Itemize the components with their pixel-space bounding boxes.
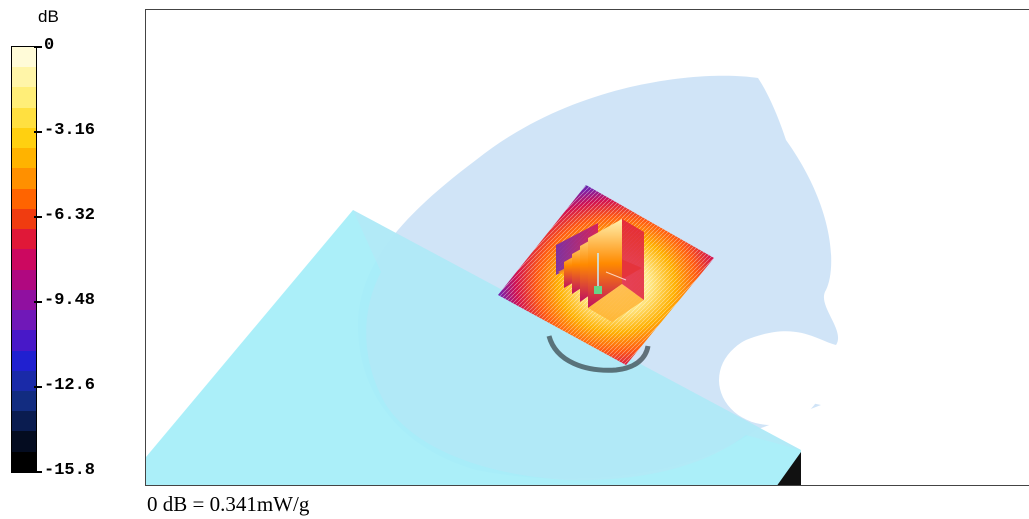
legend-tick-label: 0	[44, 36, 55, 55]
color-scale-segment	[12, 370, 36, 391]
legend-unit-label: dB	[38, 7, 59, 26]
color-scale-segment	[12, 451, 36, 472]
sar-plot-area	[145, 9, 1029, 486]
color-scale-segment	[12, 289, 36, 311]
color-scale-segment	[12, 67, 36, 88]
color-scale-segment	[12, 390, 36, 412]
legend-tick-label: -3.16	[44, 121, 96, 140]
color-scale-segment	[12, 107, 36, 128]
legend-tick-mark	[34, 471, 42, 473]
legend-tick-label: -6.32	[44, 206, 96, 225]
zoom-scan-cube	[556, 219, 644, 322]
color-scale-segment	[12, 411, 36, 432]
legend-tick-label: -12.6	[44, 376, 96, 395]
color-scale-segment	[12, 208, 36, 230]
color-scale-segment	[12, 188, 36, 209]
overlap-region	[353, 210, 801, 481]
legend-tick-mark	[34, 131, 42, 133]
legend-tick-mark	[34, 386, 42, 388]
color-scale-segment	[12, 127, 36, 149]
reference-value-note: 0 dB = 0.341mW/g	[147, 492, 310, 516]
color-scale-segment	[12, 310, 36, 331]
legend-tick-label: -9.48	[44, 291, 96, 310]
color-scale-segment	[12, 87, 36, 108]
ear-cutout	[719, 335, 823, 425]
color-scale-segment	[12, 350, 36, 371]
color-scale-segment	[12, 229, 36, 250]
legend-tick-mark	[34, 216, 42, 218]
color-scale-segment	[12, 431, 36, 452]
flat-phantom-edge	[777, 452, 801, 485]
legend-tick-mark	[34, 46, 42, 48]
color-scale-segment	[12, 249, 36, 270]
color-scale-bar	[11, 46, 37, 473]
color-scale-segment	[12, 269, 36, 290]
sar-scene-svg	[146, 75, 839, 485]
antenna-arc	[546, 335, 651, 373]
color-scale-segment	[12, 47, 36, 68]
color-scale-segment	[12, 330, 36, 351]
max-location-marker	[594, 286, 602, 294]
legend-tick-mark	[34, 301, 42, 303]
color-scale-segment	[12, 148, 36, 169]
legend-tick-label: -15.8	[44, 461, 96, 480]
color-scale-segment	[12, 168, 36, 189]
